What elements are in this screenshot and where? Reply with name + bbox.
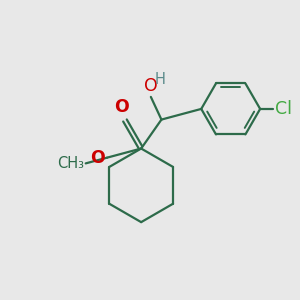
Text: O: O — [144, 76, 158, 94]
Text: CH₃: CH₃ — [57, 156, 84, 171]
Text: O: O — [90, 149, 105, 167]
Text: O: O — [114, 98, 129, 116]
Text: Cl: Cl — [275, 100, 292, 118]
Text: H: H — [155, 73, 166, 88]
